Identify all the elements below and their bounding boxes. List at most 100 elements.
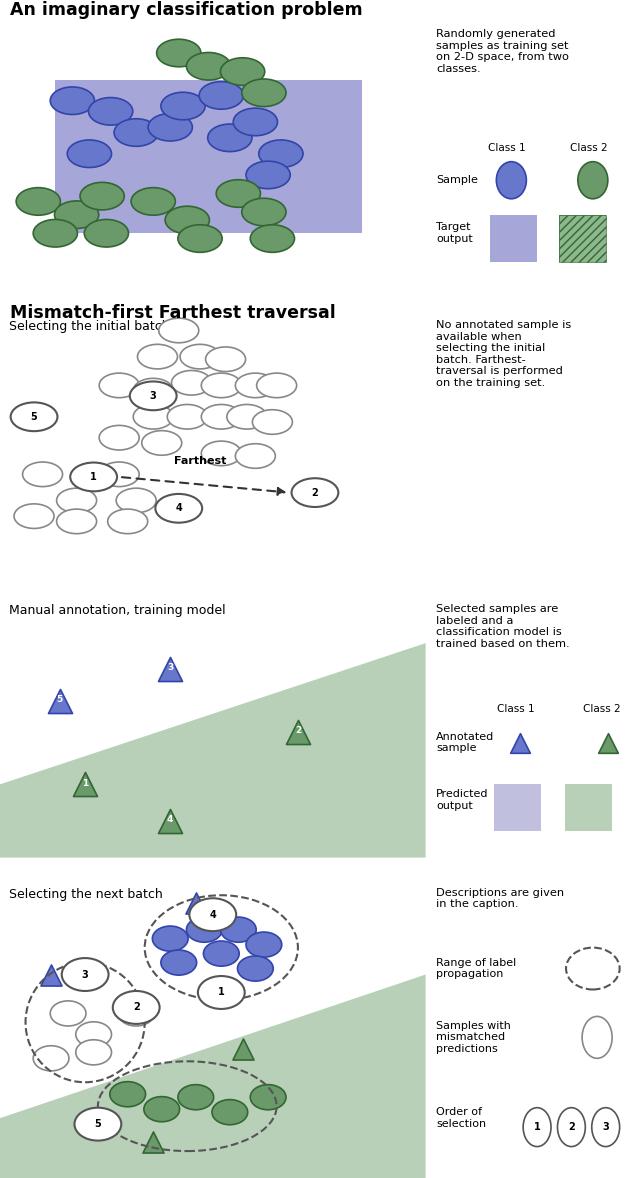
Circle shape [237, 957, 273, 981]
Circle shape [186, 53, 230, 80]
Text: Descriptions are given
in the caption.: Descriptions are given in the caption. [436, 888, 564, 909]
Bar [559, 214, 605, 263]
Circle shape [189, 899, 236, 931]
Text: 2: 2 [295, 727, 301, 735]
Circle shape [70, 463, 117, 491]
Bar [490, 214, 537, 263]
Circle shape [152, 926, 188, 951]
Text: Range of label
propagation: Range of label propagation [436, 958, 516, 979]
Text: 1: 1 [218, 987, 225, 998]
Circle shape [220, 918, 256, 942]
Circle shape [246, 161, 291, 188]
Text: 5: 5 [31, 412, 37, 422]
Circle shape [148, 113, 193, 141]
Polygon shape [0, 643, 426, 858]
Circle shape [88, 98, 132, 125]
Circle shape [202, 404, 241, 429]
Point [515, 733, 525, 752]
Circle shape [144, 1097, 180, 1121]
Text: Order of
selection: Order of selection [436, 1107, 486, 1129]
Circle shape [202, 373, 241, 398]
Circle shape [116, 488, 156, 512]
Text: 5: 5 [56, 695, 63, 704]
Circle shape [198, 977, 244, 1008]
Circle shape [582, 1017, 612, 1058]
Text: Manual annotation, training model: Manual annotation, training model [8, 604, 225, 617]
Text: Selected samples are
labeled and a
classification model is
trained based on them: Selected samples are labeled and a class… [436, 604, 570, 649]
Circle shape [157, 39, 201, 67]
Polygon shape [0, 974, 426, 1178]
Circle shape [22, 462, 63, 487]
Circle shape [76, 1021, 111, 1047]
Circle shape [205, 348, 246, 371]
Circle shape [54, 201, 99, 229]
Circle shape [16, 187, 60, 216]
Circle shape [84, 219, 129, 247]
Point [293, 722, 303, 741]
Bar [494, 785, 541, 832]
Circle shape [178, 225, 222, 252]
Circle shape [557, 1107, 586, 1146]
Circle shape [56, 509, 97, 534]
Circle shape [138, 344, 177, 369]
Text: Class 2: Class 2 [582, 703, 620, 714]
Text: 1: 1 [90, 472, 97, 482]
Circle shape [246, 932, 282, 958]
Circle shape [33, 1046, 69, 1071]
Point [54, 691, 65, 710]
Circle shape [212, 1099, 248, 1125]
Text: 1: 1 [82, 779, 88, 788]
Circle shape [180, 344, 220, 369]
Circle shape [113, 991, 159, 1024]
Circle shape [208, 124, 252, 152]
Circle shape [252, 410, 292, 435]
Text: 3: 3 [82, 969, 88, 980]
Circle shape [250, 225, 294, 252]
Text: Class 1: Class 1 [488, 144, 526, 153]
Circle shape [50, 1001, 86, 1026]
Text: Predicted
output: Predicted output [436, 789, 489, 810]
Text: 4: 4 [167, 815, 173, 825]
Circle shape [167, 404, 207, 429]
Circle shape [61, 958, 109, 991]
Circle shape [110, 1081, 145, 1107]
Circle shape [497, 161, 526, 199]
Circle shape [257, 373, 297, 398]
Circle shape [133, 404, 173, 429]
Point [191, 893, 201, 912]
Circle shape [227, 404, 267, 429]
Text: 4: 4 [209, 909, 216, 920]
Text: 3: 3 [167, 663, 173, 673]
Circle shape [204, 941, 239, 966]
Text: Samples with
mismatched
predictions: Samples with mismatched predictions [436, 1021, 511, 1054]
Circle shape [74, 1107, 122, 1140]
Circle shape [50, 87, 95, 114]
Text: Target
output: Target output [436, 223, 473, 244]
Circle shape [259, 140, 303, 167]
Circle shape [236, 444, 275, 469]
Circle shape [220, 58, 265, 85]
Circle shape [242, 79, 286, 106]
Point [148, 1133, 158, 1152]
Circle shape [523, 1107, 551, 1146]
Circle shape [178, 1085, 214, 1110]
Text: Mismatch-first Farthest traversal: Mismatch-first Farthest traversal [10, 304, 335, 322]
Point [46, 965, 56, 984]
Point [80, 775, 90, 794]
Text: Sample: Sample [436, 176, 478, 185]
Circle shape [99, 425, 139, 450]
Circle shape [56, 488, 97, 512]
Circle shape [80, 183, 124, 210]
Circle shape [250, 1085, 286, 1110]
Text: Randomly generated
samples as training set
on 2-D space, from two
classes.: Randomly generated samples as training s… [436, 29, 570, 74]
Circle shape [216, 180, 260, 207]
Text: 2: 2 [133, 1002, 140, 1012]
Text: Selecting the initial batch: Selecting the initial batch [8, 320, 169, 333]
Text: Annotated
sample: Annotated sample [436, 732, 495, 753]
Text: 3: 3 [602, 1123, 609, 1132]
Text: Class 2: Class 2 [570, 144, 607, 153]
Circle shape [156, 494, 202, 523]
Text: Selecting the next batch: Selecting the next batch [8, 888, 163, 901]
Circle shape [76, 1040, 111, 1065]
Text: 4: 4 [175, 503, 182, 514]
